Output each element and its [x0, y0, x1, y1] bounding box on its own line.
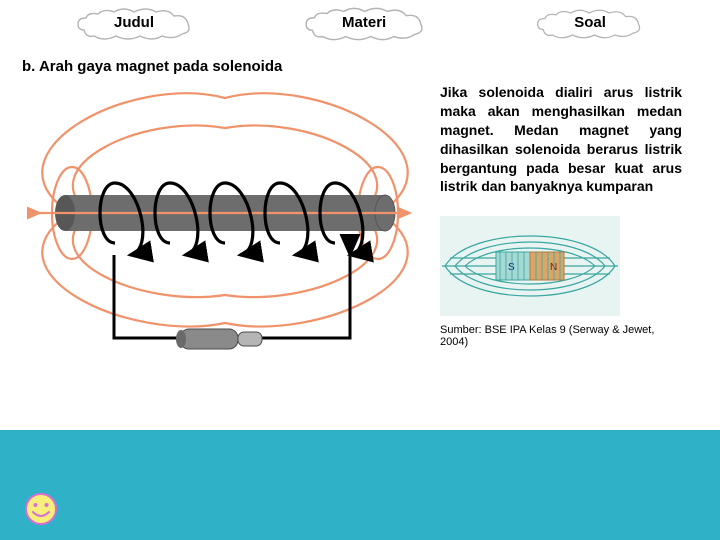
nav-soal[interactable]: Soal: [544, 10, 636, 35]
svg-text:S: S: [508, 262, 515, 273]
nav-label: Judul: [114, 14, 154, 31]
section-subtitle: b. Arah gaya magnet pada solenoida: [22, 58, 720, 75]
nav-judul[interactable]: Judul: [84, 10, 184, 35]
nav-label: Materi: [342, 14, 386, 31]
bottom-bar: [0, 430, 720, 540]
content-row: Jika solenoida dialiri arus listrik maka…: [0, 83, 720, 403]
image-citation: Sumber: BSE IPA Kelas 9 (Serway & Jewet,…: [440, 324, 682, 348]
secondary-field-diagram: S N: [440, 216, 620, 316]
nav-materi[interactable]: Materi: [312, 10, 416, 35]
solenoid-diagram: [10, 83, 440, 403]
nav-label: Soal: [574, 14, 606, 31]
body-paragraph: Jika solenoida dialiri arus listrik maka…: [440, 83, 682, 196]
top-nav: Judul Materi Soal: [0, 0, 720, 40]
text-column: Jika solenoida dialiri arus listrik maka…: [440, 83, 700, 403]
smiley-icon: [24, 492, 58, 526]
